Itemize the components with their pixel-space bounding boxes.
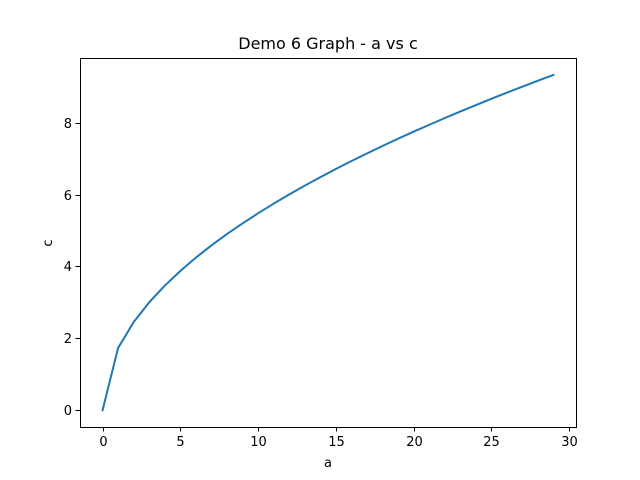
plot-area: [101, 73, 555, 412]
y-tick-label: 0: [64, 404, 72, 419]
chart-title: Demo 6 Graph - a vs c: [238, 34, 418, 53]
axes-frame: [80, 58, 577, 428]
y-axis-ticks: 0 2 4 6 8: [64, 117, 80, 419]
series-line-0: [101, 73, 555, 412]
x-tick-label: 5: [176, 435, 184, 450]
y-tick-label: 6: [64, 189, 72, 204]
x-tick-label: 0: [99, 435, 107, 450]
y-tick-label: 4: [64, 260, 72, 275]
x-tick-label: 10: [250, 435, 267, 450]
y-axis-label: c: [41, 239, 56, 246]
x-tick-label: 20: [406, 435, 423, 450]
x-tick-label: 15: [328, 435, 345, 450]
x-axis-ticks: 0 5 10 15 20 25 30: [99, 427, 578, 450]
x-axis-label: a: [324, 456, 332, 471]
x-tick-label: 25: [483, 435, 500, 450]
y-tick-label: 2: [64, 332, 72, 347]
y-tick-label: 8: [64, 117, 72, 132]
x-tick-label: 30: [561, 435, 578, 450]
